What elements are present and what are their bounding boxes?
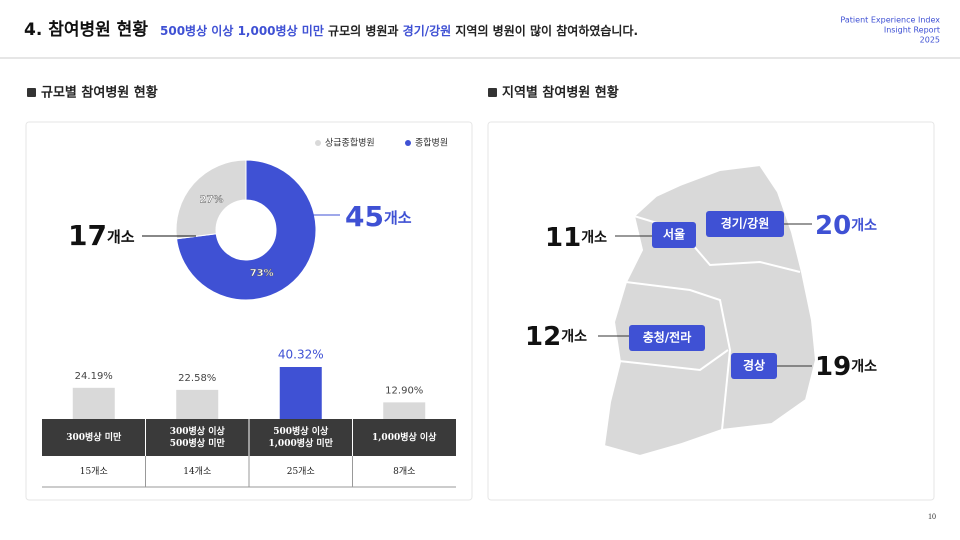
count-unit: 개소 <box>384 209 412 227</box>
region-box <box>706 211 784 237</box>
count-cell: 25개소 <box>287 466 315 477</box>
region-count: 20개소 <box>815 211 877 241</box>
legend-label: 상급종합병원 <box>325 138 375 149</box>
subtitle: 500병상 이상 1,000병상 미만 규모의 병원과 경기/강원 지역의 병원… <box>160 23 638 38</box>
category-label: 1,000병상 이상 <box>372 431 437 443</box>
page-number: 10 <box>928 512 936 521</box>
legend-dot <box>405 140 411 146</box>
region-label: 경상 <box>743 358 765 373</box>
count-callout: 45개소 <box>345 200 412 233</box>
title: 4. 참여병원 현황 <box>24 19 148 40</box>
region-count: 11개소 <box>545 223 607 253</box>
region-label: 충청/전라 <box>643 330 692 345</box>
subtitle-part: 지역의 병원이 많이 참여하였습니다. <box>451 23 638 38</box>
bar-label: 22.58% <box>178 373 216 384</box>
legend-dot <box>315 140 321 146</box>
slice-label: 73% <box>250 268 274 279</box>
count-unit: 개소 <box>851 218 877 234</box>
bar <box>383 402 426 419</box>
section-icon <box>488 88 497 97</box>
count-callout: 17개소 <box>68 219 135 252</box>
count-number: 12 <box>525 322 561 352</box>
donut-slice <box>175 159 247 240</box>
count-number: 20 <box>815 211 851 241</box>
count-unit: 개소 <box>581 230 607 246</box>
subtitle-part: 규모의 병원과 <box>324 23 403 38</box>
bar <box>72 387 115 419</box>
bar-label: 12.90% <box>385 385 423 396</box>
section-icon <box>27 88 36 97</box>
count-number: 19 <box>815 352 851 382</box>
map-border <box>625 281 732 431</box>
region-label: 서울 <box>663 227 685 242</box>
panel <box>25 121 473 501</box>
region-box <box>731 353 777 379</box>
count-cell: 8개소 <box>393 466 415 477</box>
bar <box>176 389 219 419</box>
brand: Patient Experience Index <box>840 16 940 25</box>
category-label: 500병상 미만 <box>170 437 226 449</box>
brand: 2025 <box>920 36 940 45</box>
region-label: 경기/강원 <box>721 216 770 231</box>
region-box <box>629 325 705 351</box>
category-label: 300병상 이상 <box>170 425 226 437</box>
category-label: 300병상 미만 <box>66 431 122 443</box>
count-number: 11 <box>545 223 581 253</box>
region-count: 19개소 <box>815 352 877 382</box>
count-cell: 15개소 <box>80 466 108 477</box>
category-label: 1,000병상 미만 <box>269 437 334 449</box>
category-label: 500병상 이상 <box>273 425 329 437</box>
count-number: 17 <box>68 219 107 252</box>
subtitle-part: 경기/강원 <box>403 23 452 38</box>
bar <box>279 367 322 419</box>
slice-label: 27% <box>200 195 224 206</box>
bar-label: 24.19% <box>75 371 113 382</box>
donut-slice <box>175 159 317 301</box>
legend-label: 종합병원 <box>415 138 448 149</box>
region-count: 12개소 <box>525 322 587 352</box>
region-box <box>652 222 696 248</box>
count-unit: 개소 <box>107 228 135 246</box>
section-title: 규모별 참여병원 현황 <box>41 85 158 101</box>
section-title: 지역별 참여병원 현황 <box>502 85 619 101</box>
count-cell: 14개소 <box>183 466 211 477</box>
count-number: 45 <box>345 200 384 233</box>
count-unit: 개소 <box>561 329 587 345</box>
bar-label: 40.32% <box>278 348 324 362</box>
subtitle-part: 500병상 이상 1,000병상 미만 <box>160 23 324 38</box>
count-unit: 개소 <box>851 359 877 375</box>
map-border <box>609 349 729 372</box>
brand: Insight Report <box>884 26 940 35</box>
